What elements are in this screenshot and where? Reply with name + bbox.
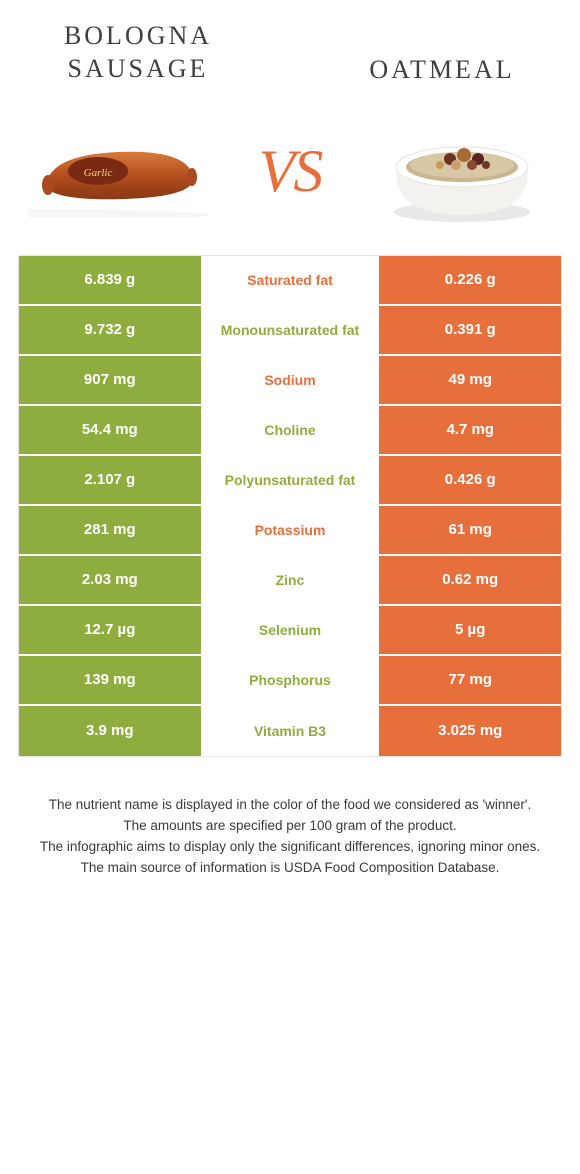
nutrient-label: Monounsaturated fat xyxy=(201,306,380,354)
nutrient-label: Polyunsaturated fat xyxy=(201,456,380,504)
right-value: 3.025 mg xyxy=(379,706,561,756)
table-row: 907 mgSodium49 mg xyxy=(19,356,561,406)
left-value: 139 mg xyxy=(19,656,201,704)
left-value: 907 mg xyxy=(19,356,201,404)
nutrient-label: Choline xyxy=(201,406,380,454)
nutrient-label: Saturated fat xyxy=(201,256,380,304)
nutrient-label: Phosphorus xyxy=(201,656,380,704)
right-value: 61 mg xyxy=(379,506,561,554)
oatmeal-image xyxy=(372,117,552,227)
footer-notes: The nutrient name is displayed in the co… xyxy=(18,757,562,890)
right-value: 0.226 g xyxy=(379,256,561,304)
images-row: Garlic VS xyxy=(18,97,562,255)
nutrient-label: Potassium xyxy=(201,506,380,554)
svg-text:Garlic: Garlic xyxy=(84,167,113,179)
table-row: 281 mgPotassium61 mg xyxy=(19,506,561,556)
left-value: 54.4 mg xyxy=(19,406,201,454)
left-value: 3.9 mg xyxy=(19,706,201,756)
left-value: 281 mg xyxy=(19,506,201,554)
left-value: 9.732 g xyxy=(19,306,201,354)
table-row: 12.7 µgSelenium5 µg xyxy=(19,606,561,656)
comparison-table: 6.839 gSaturated fat0.226 g9.732 gMonoun… xyxy=(18,255,562,757)
right-value: 5 µg xyxy=(379,606,561,654)
left-value: 12.7 µg xyxy=(19,606,201,654)
left-value: 2.03 mg xyxy=(19,556,201,604)
right-value: 4.7 mg xyxy=(379,406,561,454)
title-left: Bolognasausage xyxy=(38,20,238,85)
right-value: 77 mg xyxy=(379,656,561,704)
right-value: 0.391 g xyxy=(379,306,561,354)
footer-note-line: The infographic aims to display only the… xyxy=(38,837,542,857)
left-value: 6.839 g xyxy=(19,256,201,304)
right-value: 0.62 mg xyxy=(379,556,561,604)
table-row: 6.839 gSaturated fat0.226 g xyxy=(19,256,561,306)
table-row: 2.107 gPolyunsaturated fat0.426 g xyxy=(19,456,561,506)
footer-note-line: The amounts are specified per 100 gram o… xyxy=(38,816,542,836)
table-row: 139 mgPhosphorus77 mg xyxy=(19,656,561,706)
nutrient-label: Zinc xyxy=(201,556,380,604)
nutrient-label: Vitamin B3 xyxy=(201,706,380,756)
table-row: 3.9 mgVitamin B33.025 mg xyxy=(19,706,561,756)
left-value: 2.107 g xyxy=(19,456,201,504)
titles-row: Bolognasausage Oatmeal xyxy=(18,20,562,97)
vs-label: VS xyxy=(259,137,322,206)
table-row: 9.732 gMonounsaturated fat0.391 g xyxy=(19,306,561,356)
footer-note-line: The nutrient name is displayed in the co… xyxy=(38,795,542,815)
nutrient-label: Selenium xyxy=(201,606,380,654)
bologna-sausage-image: Garlic xyxy=(28,117,208,227)
title-right: Oatmeal xyxy=(342,54,542,87)
right-value: 0.426 g xyxy=(379,456,561,504)
table-row: 54.4 mgCholine4.7 mg xyxy=(19,406,561,456)
table-row: 2.03 mgZinc0.62 mg xyxy=(19,556,561,606)
footer-note-line: The main source of information is USDA F… xyxy=(38,858,542,878)
nutrient-label: Sodium xyxy=(201,356,380,404)
right-value: 49 mg xyxy=(379,356,561,404)
